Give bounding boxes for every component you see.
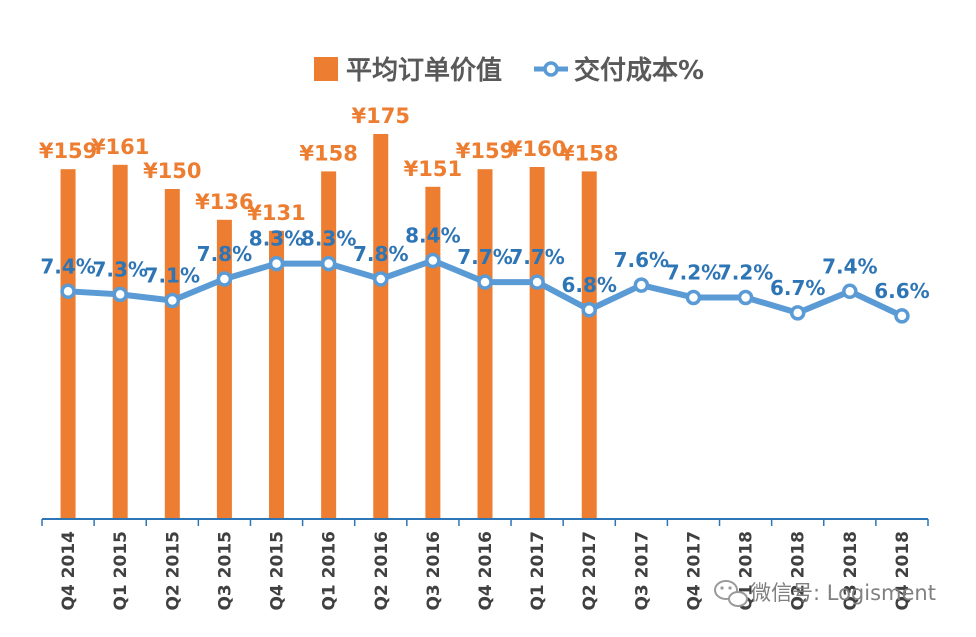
bar	[164, 189, 180, 519]
bar-data-label: ¥175	[352, 104, 410, 128]
bar-data-label: ¥158	[560, 141, 618, 165]
line-data-label: 7.8%	[197, 242, 252, 266]
bar-data-label: ¥136	[195, 190, 253, 214]
bar-series	[60, 134, 597, 520]
x-tick-label: Q4 2015	[268, 531, 288, 611]
bar	[60, 169, 76, 519]
x-tick-label: Q1 2015	[111, 531, 131, 611]
line-point	[164, 292, 181, 309]
line-data-label: 7.2%	[718, 260, 773, 284]
x-tick-label: Q3 2015	[215, 531, 235, 611]
line-data-label: 6.8%	[562, 273, 617, 297]
x-tick-label: Q3 2016	[424, 531, 444, 611]
line-point	[633, 277, 650, 293]
line-point	[373, 271, 389, 287]
wechat-icon	[714, 580, 748, 607]
line-point	[581, 302, 597, 318]
line-data-label: 7.4%	[40, 254, 95, 278]
x-tick-label: Q3 2017	[632, 531, 652, 611]
bar-data-label: ¥161	[91, 135, 149, 159]
bar-data-label: ¥131	[247, 201, 305, 225]
line-point	[737, 289, 754, 306]
line-labels: 7.4%7.3%7.1%7.8%8.3%8.3%7.8%8.4%7.7%7.7%…	[40, 224, 929, 303]
x-tick-label: Q1 2017	[528, 531, 548, 611]
x-tick-label: Q4 2017	[684, 531, 704, 611]
line-point	[320, 255, 337, 272]
x-tick-label: Q4 2014	[59, 531, 79, 611]
line-data-label: 6.6%	[874, 279, 929, 303]
legend-line-label: 交付成本%	[574, 55, 704, 86]
line-point	[477, 274, 493, 290]
bar	[425, 186, 441, 520]
line-data-label: 7.6%	[614, 248, 669, 272]
x-tick-label: Q2 2017	[580, 531, 600, 611]
x-axis-ticks	[41, 519, 929, 526]
bar	[269, 230, 285, 520]
x-tick-label: Q1 2018	[737, 531, 757, 611]
line-data-label: 8.3%	[249, 227, 304, 251]
x-tick-label: Q4 2018	[893, 531, 913, 611]
x-axis-tick-labels: Q4 2014 Q1 2015 Q2 2015 Q3 2015 Q4 2015 Q1 20…	[59, 531, 913, 611]
x-tick-label: Q2 2015	[163, 531, 183, 611]
bar-data-label: ¥158	[299, 141, 357, 165]
bar	[529, 167, 545, 519]
line-point	[60, 283, 76, 300]
bar-data-label: ¥159	[456, 139, 514, 163]
bar	[373, 134, 389, 519]
line-data-label: 7.1%	[145, 264, 200, 288]
x-tick-label: Q3 2018	[841, 531, 861, 611]
line-point	[842, 283, 858, 300]
line-data-label: 8.3%	[301, 227, 356, 251]
bar	[321, 171, 337, 519]
line-data-label: 7.7%	[509, 245, 564, 269]
legend-bar-swatch	[314, 57, 338, 81]
bar-data-label: ¥160	[508, 137, 566, 161]
line-data-label: 7.4%	[822, 254, 877, 278]
line-point	[685, 289, 702, 306]
line-point	[112, 286, 128, 303]
line-data-label: 7.7%	[457, 245, 512, 269]
line-data-label: 7.2%	[666, 260, 721, 284]
legend-bar-label: 平均订单价值	[346, 56, 502, 86]
bar	[477, 169, 493, 519]
line-point	[894, 308, 910, 324]
line-series	[60, 252, 910, 324]
watermark: 微信号: Logisment	[714, 580, 936, 607]
line-data-label: 8.4%	[405, 224, 460, 248]
bar-labels: ¥159¥161¥150¥136¥131¥158¥175¥151¥159¥160…	[39, 104, 619, 225]
x-tick-label: Q1 2016	[320, 531, 340, 611]
x-tick-label: Q2 2016	[372, 531, 392, 611]
line-point	[216, 271, 233, 287]
line-data-label: 6.7%	[770, 276, 825, 300]
bar	[112, 164, 128, 520]
line-point	[529, 274, 545, 290]
line-point	[268, 255, 285, 272]
bar	[216, 219, 232, 520]
legend: 平均订单价值 交付成本%	[314, 55, 704, 86]
bar	[581, 171, 597, 519]
line-data-label: 7.3%	[92, 257, 147, 281]
legend-line-marker	[543, 61, 559, 77]
x-tick-label: Q2 2018	[789, 531, 809, 611]
x-tick-label: Q4 2016	[476, 531, 496, 611]
bar-data-label: ¥151	[404, 157, 462, 181]
bar-data-label: ¥150	[143, 159, 201, 183]
line-point	[789, 305, 806, 321]
bar-data-label: ¥159	[39, 139, 97, 163]
watermark-text: 微信号: Logisment	[750, 581, 936, 605]
line-data-label: 7.8%	[353, 242, 408, 266]
line-point	[425, 252, 441, 269]
